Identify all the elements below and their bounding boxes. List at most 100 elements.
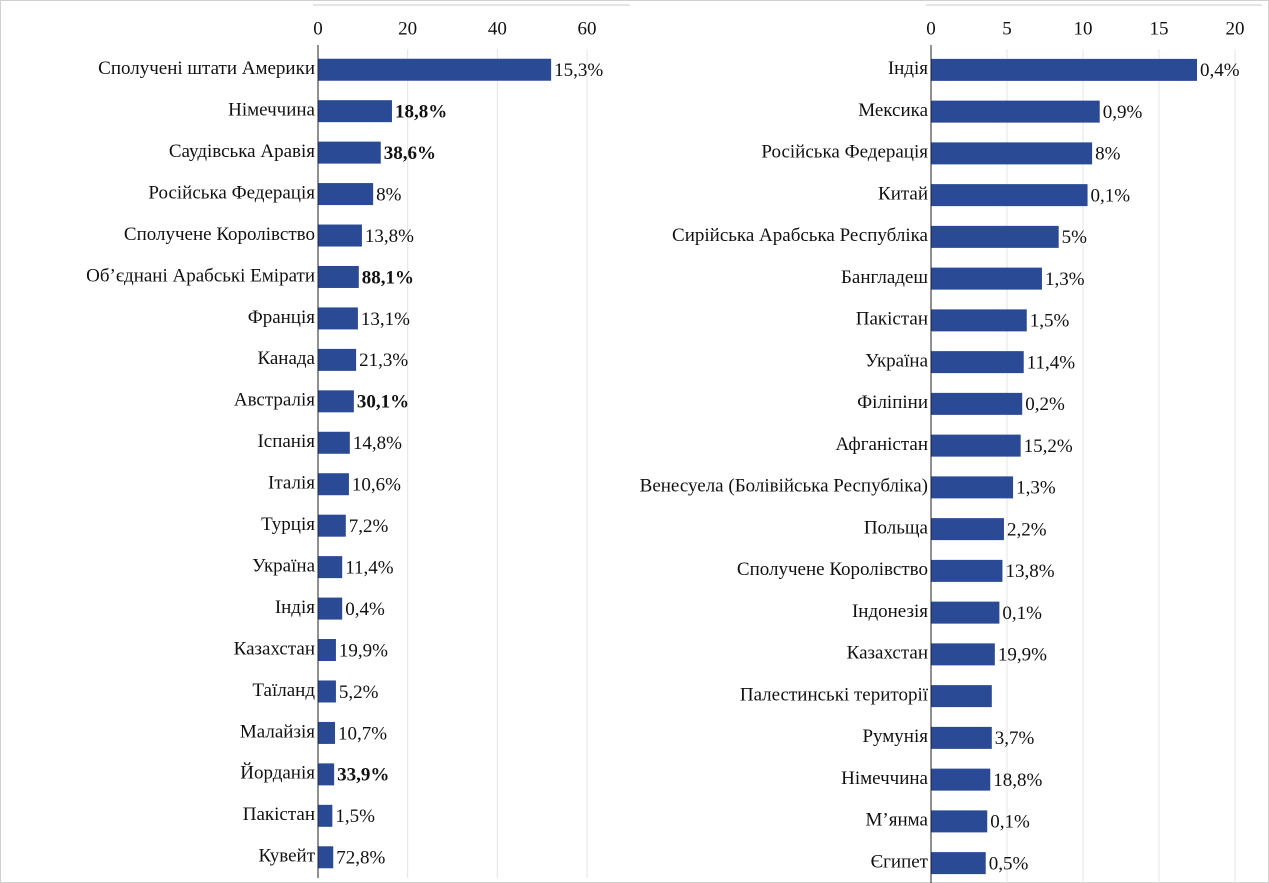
category-label: Мексика (858, 100, 928, 121)
share-label: 1,3% (1045, 269, 1085, 290)
bar (318, 680, 336, 703)
bar (318, 514, 346, 537)
x-tick-label: 20 (398, 18, 417, 39)
category-label: Румунія (862, 726, 928, 747)
category-label: Польща (864, 517, 929, 538)
category-label: Канада (257, 348, 315, 369)
category-label: Єгипет (871, 851, 929, 872)
share-label: 10,6% (352, 475, 401, 496)
share-label: 5% (1062, 227, 1088, 248)
bar (931, 351, 1024, 374)
bar (318, 763, 335, 786)
category-label: Філіпіни (857, 392, 928, 413)
category-label: Сполучені штати Америки (98, 58, 315, 79)
share-label: 21,3% (359, 350, 408, 371)
bar (931, 309, 1027, 332)
bar (931, 100, 1100, 123)
category-label: Німеччина (228, 100, 315, 121)
category-label: Індія (275, 597, 315, 618)
category-label: Саудівська Аравія (169, 141, 315, 162)
x-tick-label: 10 (1074, 18, 1093, 39)
bar (318, 639, 336, 662)
bar (318, 348, 357, 371)
share-label: 11,4% (1027, 352, 1076, 373)
share-label: 0,1% (1002, 603, 1042, 624)
bar (318, 100, 392, 123)
share-label: 33,9% (337, 765, 389, 786)
share-label: 1,5% (1030, 311, 1070, 332)
category-label: Пакістан (243, 804, 315, 825)
bar (931, 476, 1014, 499)
bar (931, 768, 991, 791)
share-label: 10,7% (338, 723, 387, 744)
share-label: 0,4% (1200, 60, 1240, 81)
bar (931, 184, 1088, 207)
share-label: 8% (1095, 144, 1121, 165)
category-label: Іспанія (257, 431, 315, 452)
bar (931, 643, 995, 666)
share-label: 19,9% (339, 640, 388, 661)
bar (931, 685, 992, 708)
category-label: Казахстан (234, 638, 315, 659)
share-label: 0,1% (1091, 185, 1131, 206)
bar (931, 58, 1197, 81)
x-tick-label: 5 (1002, 18, 1012, 39)
share-label: 14,8% (353, 433, 402, 454)
category-label: Кувейт (258, 846, 315, 867)
bar (931, 559, 1003, 582)
bar (318, 265, 359, 288)
bar (931, 518, 1004, 541)
share-label: 18,8% (993, 770, 1042, 791)
category-label: Російська Федерація (761, 142, 928, 163)
share-label: 5,2% (339, 682, 379, 703)
x-tick-label: 0 (313, 18, 323, 39)
category-label: Сполучене Королівство (124, 224, 315, 245)
share-label: 38,6% (384, 143, 436, 164)
share-label: 1,3% (1016, 478, 1056, 499)
bar (931, 434, 1021, 457)
share-label: 1,5% (335, 806, 375, 827)
category-label: Йорданія (240, 763, 315, 784)
share-label: 18,8% (395, 102, 447, 123)
share-label: 13,8% (365, 226, 414, 247)
category-label: Венесуела (Болівійська Республіка) (640, 476, 928, 497)
category-label: Палестинські території (740, 684, 929, 705)
bar (931, 267, 1042, 290)
share-label: 15,2% (1024, 436, 1073, 457)
share-label: 11,4% (345, 557, 394, 578)
bar (931, 852, 986, 875)
category-label: Об’єднані Арабські Емірати (86, 265, 315, 286)
category-label: Турція (261, 514, 315, 535)
share-label: 30,1% (357, 392, 409, 413)
x-tick-label: 15 (1150, 18, 1169, 39)
bar (318, 183, 374, 206)
share-label: 0,9% (1103, 102, 1143, 123)
share-label: 7,2% (349, 516, 389, 537)
bar (318, 804, 333, 827)
bar (318, 390, 354, 413)
bar (318, 431, 350, 454)
bar (931, 601, 1000, 624)
category-label: Сирійська Арабська Республіка (672, 225, 929, 246)
category-label: Бангладеш (841, 267, 928, 288)
share-label: 0,2% (1025, 394, 1065, 415)
category-label: Україна (865, 350, 928, 371)
share-label: 88,1% (362, 267, 414, 288)
share-label: 0,4% (345, 599, 385, 620)
bar (318, 473, 349, 496)
category-label: Німеччина (841, 768, 928, 789)
x-tick-label: 60 (578, 18, 597, 39)
share-label: 19,9% (998, 645, 1047, 666)
bar (931, 392, 1023, 415)
category-label: Австралія (234, 390, 315, 411)
bar (931, 142, 1093, 165)
share-label: 8% (376, 184, 402, 205)
category-label: Пакістан (856, 309, 928, 330)
category-label: Афганістан (835, 434, 928, 455)
bar (318, 721, 336, 744)
bar (318, 556, 343, 579)
bar (318, 141, 381, 164)
x-tick-label: 0 (926, 18, 936, 39)
share-label: 13,8% (1005, 561, 1054, 582)
